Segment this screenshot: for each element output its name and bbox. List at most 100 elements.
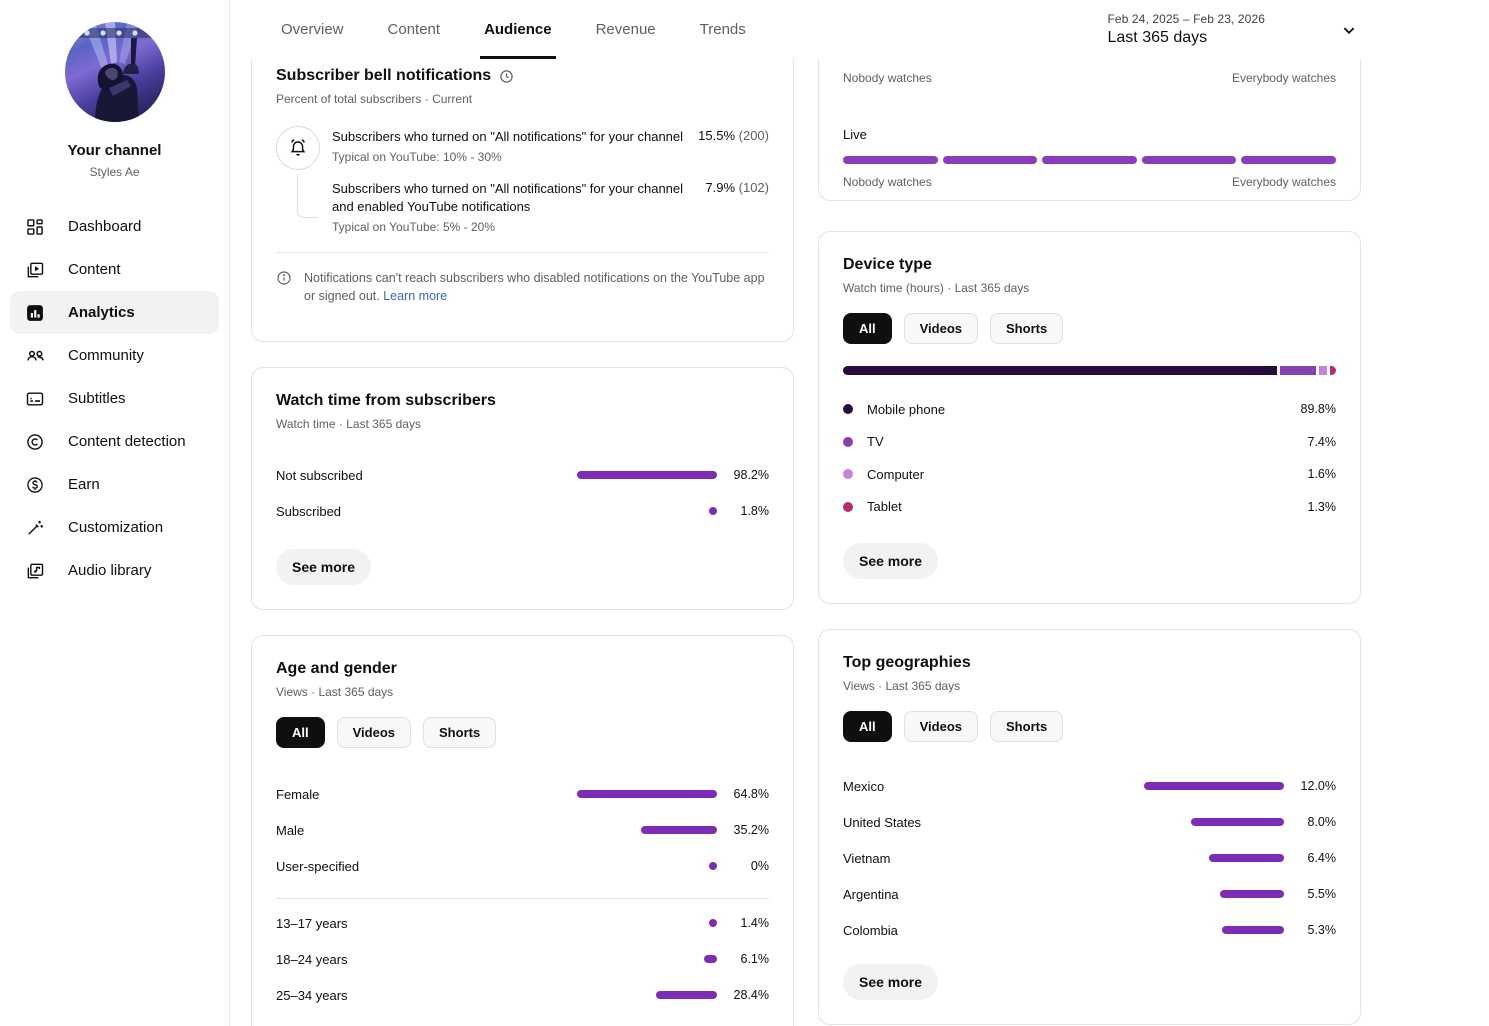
dollar-icon xyxy=(24,474,46,496)
legend-value: 7.4% xyxy=(1307,434,1337,449)
bell-icon xyxy=(276,126,320,170)
subtitles-icon xyxy=(24,388,46,410)
community-icon xyxy=(24,345,46,367)
sidebar-item-content[interactable]: Content xyxy=(10,248,219,291)
bell-row-text: Subscribers who turned on "All notificat… xyxy=(332,181,684,214)
top-geographies-title: Top geographies xyxy=(843,654,971,671)
sidebar-item-label: Customization xyxy=(68,519,164,536)
bar xyxy=(640,826,717,834)
copyright-icon xyxy=(24,431,46,453)
bell-notifications-card: Subscriber bell notifications Percent of… xyxy=(251,59,794,342)
chip-videos[interactable]: Videos xyxy=(336,717,412,748)
stat-value: 28.4% xyxy=(733,988,769,1002)
scale-label-right: Everybody watches xyxy=(1231,71,1336,85)
legend-label: Tablet xyxy=(867,499,902,515)
sidebar-item-earn[interactable]: Earn xyxy=(10,463,219,506)
divider xyxy=(276,252,769,253)
sidebar-item-customization[interactable]: Customization xyxy=(10,506,219,549)
info-icon xyxy=(276,270,292,286)
music-note-icon xyxy=(24,560,46,582)
chip-shorts[interactable]: Shorts xyxy=(423,717,497,748)
device-type-title: Device type xyxy=(843,256,932,273)
stat-value: 35.2% xyxy=(733,823,769,837)
stat-row-25-34: 25–34 years 28.4% xyxy=(276,977,769,1013)
channel-handle: Styles Ae xyxy=(89,165,140,179)
watch-time-subscribers-card: Watch time from subscribers Watch time ·… xyxy=(251,367,794,610)
see-more-button[interactable]: See more xyxy=(843,964,939,1000)
analytics-header: Overview Content Audience Revenue Trends… xyxy=(230,0,1489,59)
concert-photo-illustration xyxy=(72,22,157,122)
device-type-subtitle: Watch time (hours) · Last 365 days xyxy=(843,281,1030,295)
clock-icon xyxy=(499,69,514,84)
chip-shorts[interactable]: Shorts xyxy=(990,313,1064,344)
stat-label: User-specified xyxy=(276,858,360,874)
tab-overview[interactable]: Overview xyxy=(281,21,344,38)
chip-shorts[interactable]: Shorts xyxy=(990,711,1064,742)
sidebar-item-subtitles[interactable]: Subtitles xyxy=(10,377,219,420)
stat-value: 5.5% xyxy=(1307,887,1337,901)
bell-row-value: 7.9% xyxy=(705,180,736,195)
sidebar-item-analytics[interactable]: Analytics xyxy=(10,291,219,334)
tab-audience[interactable]: Audience xyxy=(462,0,574,59)
stat-label: 35–44 years xyxy=(276,1024,577,1026)
stat-row-male: Male 35.2% xyxy=(276,812,769,848)
sidebar-item-label: Subtitles xyxy=(68,390,126,407)
bar xyxy=(577,471,717,479)
bar-segment xyxy=(1141,156,1237,164)
bell-row-text: Subscribers who turned on "All notificat… xyxy=(332,129,684,144)
stat-label: Female xyxy=(276,786,320,802)
chip-all[interactable]: All xyxy=(843,711,892,742)
channel-avatar xyxy=(64,22,165,122)
stat-label: Argentina xyxy=(843,886,899,902)
bar xyxy=(577,790,717,798)
age-gender-title: Age and gender xyxy=(276,660,397,677)
see-more-button[interactable]: See more xyxy=(276,549,372,585)
stat-row-vietnam: Vietnam 6.4% xyxy=(843,840,1336,876)
bell-row-value: 15.5% xyxy=(698,128,736,143)
tab-revenue[interactable]: Revenue xyxy=(595,21,656,38)
stat-value: 8.0% xyxy=(1307,815,1337,829)
bar xyxy=(709,919,717,927)
stat-value: 5.3% xyxy=(1307,923,1337,937)
stat-value: 6.1% xyxy=(740,952,770,966)
content-icon xyxy=(24,259,46,281)
analytics-tabs: Overview Content Audience Revenue Trends xyxy=(259,0,768,59)
chip-videos[interactable]: Videos xyxy=(903,711,979,742)
sidebar-item-dashboard[interactable]: Dashboard xyxy=(10,205,219,248)
tab-content[interactable]: Content xyxy=(387,21,441,38)
segment-tv xyxy=(1280,366,1316,375)
chip-all[interactable]: All xyxy=(276,717,325,748)
legend-value: 89.8% xyxy=(1300,402,1336,417)
legend-value: 1.3% xyxy=(1307,499,1337,514)
age-gender-subtitle: Views · Last 365 days xyxy=(276,685,394,699)
sidebar-item-audio-library[interactable]: Audio library xyxy=(10,549,219,592)
bell-row-enabled-notifications: Subscribers who turned on "All notificat… xyxy=(276,180,769,234)
stat-row-user-specified: User-specified 0% xyxy=(276,848,769,884)
top-geographies-subtitle: Views · Last 365 days xyxy=(843,679,961,693)
live-label: Live xyxy=(843,127,867,142)
chip-all[interactable]: All xyxy=(843,313,892,344)
bar-segment xyxy=(1042,156,1137,164)
sidebar-item-label: Community xyxy=(68,347,144,364)
date-range-selector[interactable]: Feb 24, 2025 – Feb 23, 2026 Last 365 day… xyxy=(1108,0,1362,59)
bar xyxy=(1144,782,1284,790)
see-more-button[interactable]: See more xyxy=(843,543,939,579)
stat-value: 12.0% xyxy=(1300,779,1336,793)
learn-more-link[interactable]: Learn more xyxy=(383,289,448,303)
stat-value: 98.2% xyxy=(733,468,769,482)
sidebar-item-label: Earn xyxy=(68,476,100,493)
right-column: Nobody watches Everybody watches Live No… xyxy=(818,59,1361,1026)
chevron-down-icon[interactable] xyxy=(1337,18,1361,42)
stat-label: 25–34 years xyxy=(276,987,348,1003)
stat-label: 18–24 years xyxy=(276,951,348,967)
bell-row-count: (200) xyxy=(738,128,769,143)
sidebar-item-community[interactable]: Community xyxy=(10,334,219,377)
chip-videos[interactable]: Videos xyxy=(903,313,979,344)
stat-row-18-24: 18–24 years 6.1% xyxy=(276,941,769,977)
stat-row-mexico: Mexico 12.0% xyxy=(843,768,1336,804)
legend-label: Computer xyxy=(867,466,925,482)
wand-icon xyxy=(24,517,46,539)
tab-trends[interactable]: Trends xyxy=(699,21,746,38)
stat-label: Mexico xyxy=(843,778,885,794)
sidebar-item-content-detection[interactable]: Content detection xyxy=(10,420,219,463)
